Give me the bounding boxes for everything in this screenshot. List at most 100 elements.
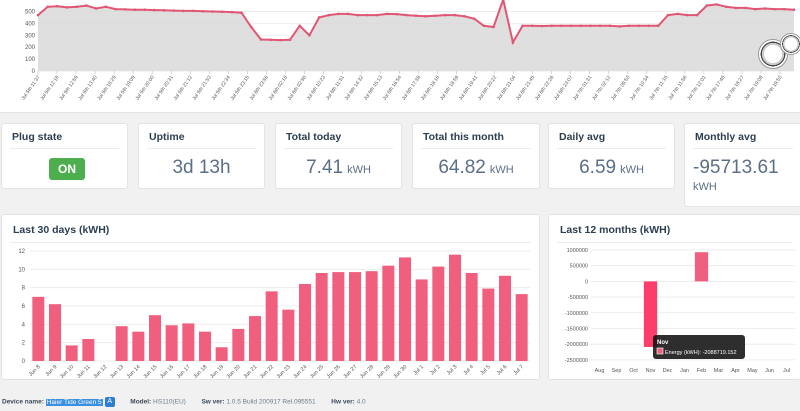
x-tick-label: Jun 12 [92, 364, 108, 380]
power-point [172, 9, 175, 12]
bar-jun-16 [165, 325, 178, 361]
power-point [598, 24, 602, 28]
power-point [511, 41, 515, 44]
power-point [463, 14, 466, 18]
x-tick-label: Jul 3 [446, 364, 458, 376]
x-tick-label: Jun 30 [392, 364, 408, 380]
last-12-months-panel: Last 12 months (kWH) 1000000 500000 0 -5000… [548, 214, 800, 380]
bar-jun-21 [249, 316, 261, 361]
x-tick-label: Jul 6th 20:22 [477, 75, 498, 102]
sw-version-value: 1.0.5 Build 200917 Rel.095551 [226, 398, 316, 406]
power-point [647, 24, 650, 28]
power-point [279, 38, 282, 42]
x-tick-label: Sep [612, 368, 622, 374]
power-point [569, 24, 573, 28]
y-tick-label: 4 [22, 322, 26, 328]
x-tick-label: Jul 7th 19:08 [743, 75, 764, 102]
model-label: Model: [130, 398, 152, 406]
unit-label: kWH [620, 164, 644, 176]
bar-jun-30 [399, 257, 411, 361]
chart-title: Last 30 days (kWH) [13, 224, 110, 236]
tooltip-swatch [656, 347, 664, 355]
x-tick-label: Mar [714, 368, 724, 374]
x-tick-label: Jul 7th 19:53 [762, 75, 783, 102]
power-point [492, 25, 495, 29]
card-title: Uptime [149, 131, 185, 143]
power-point [36, 13, 40, 17]
power-point [346, 12, 350, 16]
gauge-icon-secondary [780, 33, 800, 55]
x-tick-label: Jun 25 [309, 364, 325, 380]
power-point [65, 6, 69, 9]
power-point [715, 3, 718, 6]
device-name-label: Device name: [2, 398, 44, 406]
power-point [56, 4, 59, 8]
x-tick-label: Jul 7th 11:15 [648, 75, 669, 102]
power-point [501, 0, 505, 1]
y-tick-label: 8 [22, 286, 26, 292]
x-tick-label: Jun 24 [292, 364, 308, 380]
x-tick-label: Jul 7 [513, 364, 525, 376]
x-tick-label: Jul 5 [479, 364, 491, 376]
bar-jul-6 [499, 275, 511, 361]
bar-jun-26 [332, 272, 345, 361]
power-point [627, 24, 631, 28]
power-point [531, 24, 534, 28]
x-tick-label: Nov [646, 368, 656, 374]
power-point [201, 9, 205, 13]
y-tick-label: 100 [25, 57, 36, 63]
x-tick-label: Jun 29 [376, 364, 392, 380]
hw-version-value: 4.0 [356, 398, 366, 406]
x-tick-label: Jun 18 [192, 364, 208, 380]
plug-state-toggle[interactable]: ON [49, 158, 85, 180]
last-30-days-panel: Last 30 days (kWH) 0 2 4 6 8 10 12 Jun 8 Jun 9 Ju… [1, 214, 540, 380]
power-point [560, 24, 563, 28]
x-tick-label: Jul 7th 12:01 [686, 75, 707, 102]
power-point [589, 24, 592, 28]
power-point [657, 24, 660, 28]
power-point [94, 7, 98, 10]
uptime-card: Uptime 3d 13h [138, 123, 265, 189]
card-title: Total this month [423, 131, 504, 143]
x-tick-label: Jun 15 [142, 364, 158, 380]
bar-jul-1 [415, 279, 428, 361]
uptime-value: 3d 13h [172, 157, 231, 178]
device-name-value[interactable]: Haier Tide Green 5 [45, 398, 103, 406]
power-point [240, 11, 243, 15]
translate-icon[interactable]: A [104, 397, 115, 407]
bar-jul-3 [449, 254, 461, 361]
x-tick-label: Jul 7th 01:31 [572, 75, 593, 102]
power-point [618, 25, 621, 28]
x-tick-label: Jul 6th 19:41 [458, 75, 479, 102]
y-tick-label: 0 [32, 69, 36, 75]
bar-jul-4 [465, 273, 478, 361]
power-point [637, 24, 641, 28]
power-point [695, 13, 699, 17]
power-point [385, 12, 389, 16]
x-tick-label: Jul 6th 02:56 [287, 75, 308, 102]
x-tick-label: Jul 5th 12:59 [58, 75, 79, 102]
power-point [734, 6, 738, 10]
y-tick-label: 10 [18, 267, 25, 273]
bar-jun-27 [349, 272, 361, 361]
sw-version-label: Sw ver: [201, 398, 225, 406]
total-today-card: Total today 7.41 kWH [275, 123, 402, 189]
power-point [153, 8, 156, 12]
power-point [472, 17, 476, 20]
x-tick-label: Jul 5th 20:31 [153, 75, 174, 102]
x-tick-label: Jun 14 [126, 364, 142, 380]
x-tick-label: Jun 26 [326, 364, 342, 380]
x-tick-label: Jul 7th 18:27 [724, 75, 745, 102]
tooltip-value: Energy (kWH): -2088719.152 [665, 350, 737, 356]
bar-jun-10 [65, 345, 78, 361]
x-tick-label: Jul 7th 09:53 [610, 75, 631, 102]
bar-jul-2 [432, 266, 445, 361]
x-tick-label: Jul 6th 17:38 [401, 75, 422, 102]
x-tick-label: Jun 16 [159, 364, 175, 380]
power-point [792, 8, 796, 12]
x-tick-label: Jun [765, 368, 774, 374]
y-tick-label: -1000000 [565, 311, 588, 317]
power-point [143, 8, 146, 12]
power-point [434, 14, 437, 17]
power-point [182, 9, 185, 13]
